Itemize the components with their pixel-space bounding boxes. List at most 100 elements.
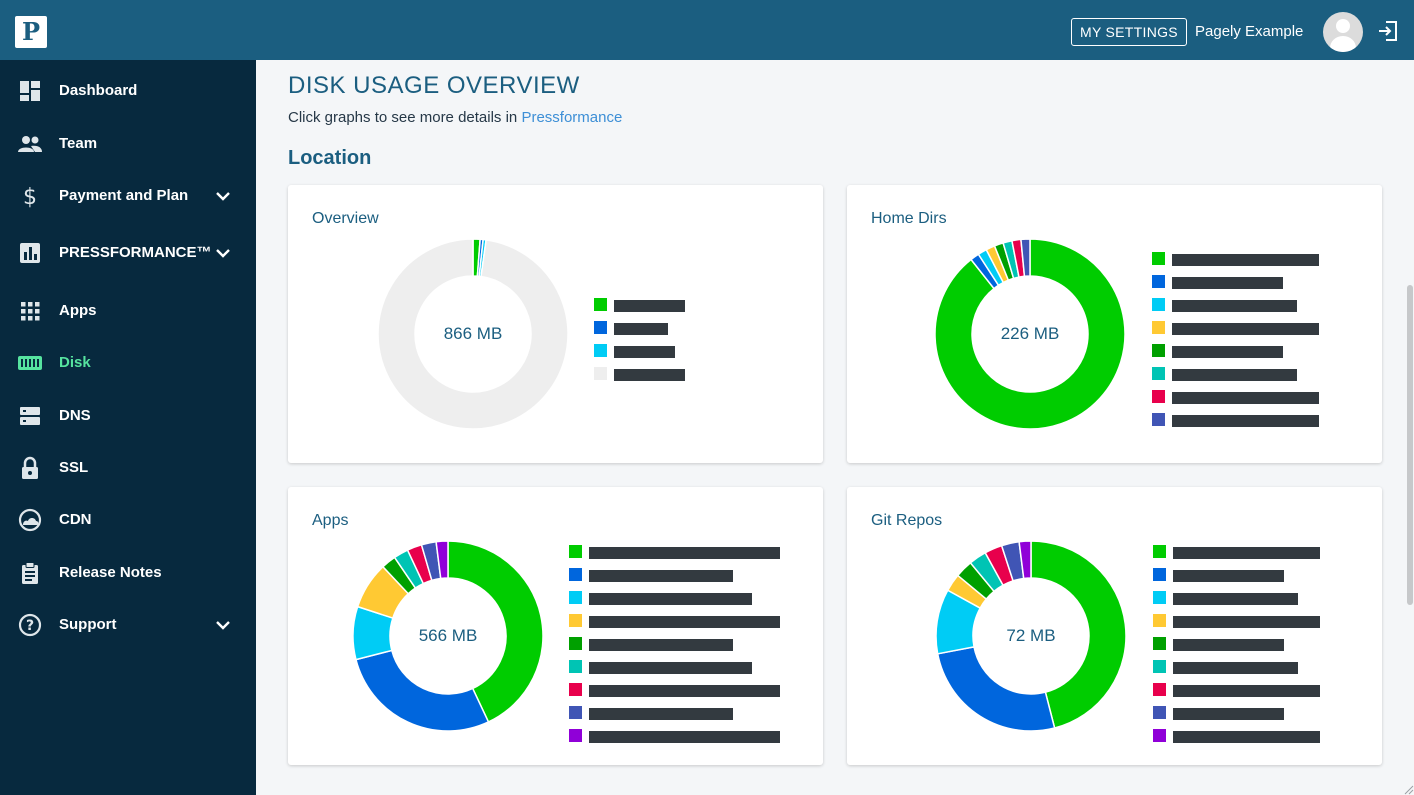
- my-settings-button[interactable]: MY SETTINGS: [1071, 18, 1187, 46]
- legend-label-redacted: [1172, 415, 1319, 427]
- legend-label-redacted: [589, 593, 752, 605]
- sidebar-item-label: Support: [59, 616, 117, 633]
- legend-label-redacted: [1173, 639, 1284, 651]
- sidebar-item-release-notes[interactable]: Release Notes: [0, 550, 256, 596]
- sidebar-item-label: Apps: [59, 302, 97, 319]
- legend-label-redacted: [1172, 277, 1283, 289]
- sidebar-item-label: SSL: [59, 459, 89, 476]
- sidebar-item-label: Payment and Plan: [59, 187, 189, 204]
- donut-slice-8[interactable]: [435, 541, 449, 580]
- legend-swatch: [594, 321, 607, 334]
- legend-swatch: [1153, 568, 1166, 581]
- sidebar-item-label: Dashboard: [59, 82, 138, 99]
- sidebar-item-cdn[interactable]: CDN: [0, 497, 256, 543]
- chart-center-label: 866 MB: [443, 324, 503, 343]
- legend-label-redacted: [614, 346, 675, 358]
- sidebar-item-disk[interactable]: Disk: [0, 340, 256, 386]
- donut-slice-8[interactable]: [1018, 541, 1032, 580]
- logout-icon[interactable]: [1376, 19, 1400, 43]
- legend-label-redacted: [614, 300, 685, 312]
- page-title: DISK USAGE OVERVIEW: [288, 72, 580, 99]
- subtitle-text: Click graphs to see more details in: [288, 109, 522, 126]
- legend-label-redacted: [589, 685, 780, 697]
- cloud-icon: [18, 508, 42, 532]
- sidebar-item-team[interactable]: Team: [0, 121, 256, 167]
- legend-label-redacted: [589, 616, 780, 628]
- team-icon: [18, 136, 42, 152]
- donut-slice-0[interactable]: [935, 239, 1125, 429]
- legend-label-redacted: [1172, 346, 1283, 358]
- avatar[interactable]: [1323, 12, 1363, 52]
- legend-label-redacted: [1173, 662, 1298, 674]
- legend-swatch: [1153, 660, 1166, 673]
- svg-text:?: ?: [26, 618, 34, 634]
- donut-slice-3[interactable]: [378, 239, 568, 429]
- donut-slice-0[interactable]: [1030, 541, 1126, 729]
- chevron-down-icon[interactable]: [215, 189, 231, 203]
- chart-card-overview[interactable]: Overview 866 MB: [288, 185, 823, 463]
- page-subtitle: Click graphs to see more details in Pres…: [288, 109, 622, 126]
- sidebar-item-apps[interactable]: Apps: [0, 288, 256, 334]
- legend-swatch: [569, 545, 582, 558]
- legend-label-redacted: [1173, 593, 1298, 605]
- chevron-down-icon[interactable]: [215, 246, 231, 260]
- main-content: DISK USAGE OVERVIEW Click graphs to see …: [256, 60, 1406, 795]
- scrollbar-thumb[interactable]: [1407, 285, 1413, 605]
- legend-label-redacted: [589, 570, 733, 582]
- donut-slice-1[interactable]: [936, 645, 1056, 731]
- donut-slice-7[interactable]: [1020, 239, 1031, 278]
- sidebar-item-dashboard[interactable]: Dashboard: [0, 68, 256, 114]
- legend-swatch: [1153, 591, 1166, 604]
- dashboard-icon: [20, 81, 40, 101]
- legend-swatch: [1152, 390, 1165, 403]
- legend-swatch: [569, 706, 582, 719]
- chart-card-apps[interactable]: Apps 566 MB: [288, 487, 823, 765]
- card-title: Home Dirs: [871, 210, 947, 227]
- donut-chart[interactable]: [935, 239, 1125, 429]
- legend-swatch: [569, 568, 582, 581]
- donut-chart[interactable]: [353, 541, 543, 731]
- chart-card-home-dirs[interactable]: Home Dirs 226 MB: [847, 185, 1382, 463]
- donut-chart[interactable]: [936, 541, 1126, 731]
- legend-swatch: [1152, 275, 1165, 288]
- legend-label-redacted: [1172, 392, 1319, 404]
- resize-grip-icon[interactable]: [1402, 783, 1414, 795]
- legend-swatch: [569, 637, 582, 650]
- legend-swatch: [569, 660, 582, 673]
- sidebar-item-label: Release Notes: [59, 564, 162, 581]
- sidebar-item-support[interactable]: ? Support: [0, 602, 256, 648]
- sidebar-item-pressformance[interactable]: PRESSFORMANCE™: [0, 230, 256, 276]
- card-title: Apps: [312, 512, 349, 529]
- chevron-down-icon[interactable]: [215, 618, 231, 632]
- sidebar-item-label: DNS: [59, 407, 91, 424]
- dollar-icon: $: [23, 185, 37, 208]
- sidebar-item-payment-and-plan[interactable]: $ Payment and Plan: [0, 173, 256, 219]
- legend-label-redacted: [1173, 547, 1320, 559]
- sidebar-item-ssl[interactable]: SSL: [0, 445, 256, 491]
- legend-label-redacted: [1173, 731, 1320, 743]
- legend-swatch: [1153, 614, 1166, 627]
- sidebar-item-label: Disk: [59, 354, 91, 371]
- chart-card-git-repos[interactable]: Git Repos 72 MB: [847, 487, 1382, 765]
- legend-swatch: [1153, 545, 1166, 558]
- donut-slice-1[interactable]: [355, 649, 490, 731]
- donut-slice-0[interactable]: [447, 541, 543, 723]
- donut-chart[interactable]: [378, 239, 568, 429]
- sidebar: Dashboard Team $ Payment and Plan PRESSF…: [0, 60, 256, 795]
- help-icon: ?: [18, 613, 42, 637]
- user-name[interactable]: Pagely Example: [1195, 23, 1304, 40]
- legend-label-redacted: [1172, 300, 1297, 312]
- legend-label-redacted: [589, 547, 780, 559]
- sidebar-item-label: PRESSFORMANCE™: [59, 244, 212, 261]
- bar-chart-icon: [20, 243, 40, 263]
- pagely-logo[interactable]: P: [15, 16, 47, 48]
- pressformance-link[interactable]: Pressformance: [521, 109, 623, 126]
- legend-swatch: [1153, 706, 1166, 719]
- legend-swatch: [1152, 298, 1165, 311]
- chart-center-label: 72 MB: [1006, 626, 1056, 645]
- legend-swatch: [1152, 413, 1165, 426]
- section-title: Location: [288, 147, 372, 169]
- sidebar-item-dns[interactable]: DNS: [0, 393, 256, 439]
- legend-label-redacted: [1173, 570, 1284, 582]
- legend-label-redacted: [589, 639, 733, 651]
